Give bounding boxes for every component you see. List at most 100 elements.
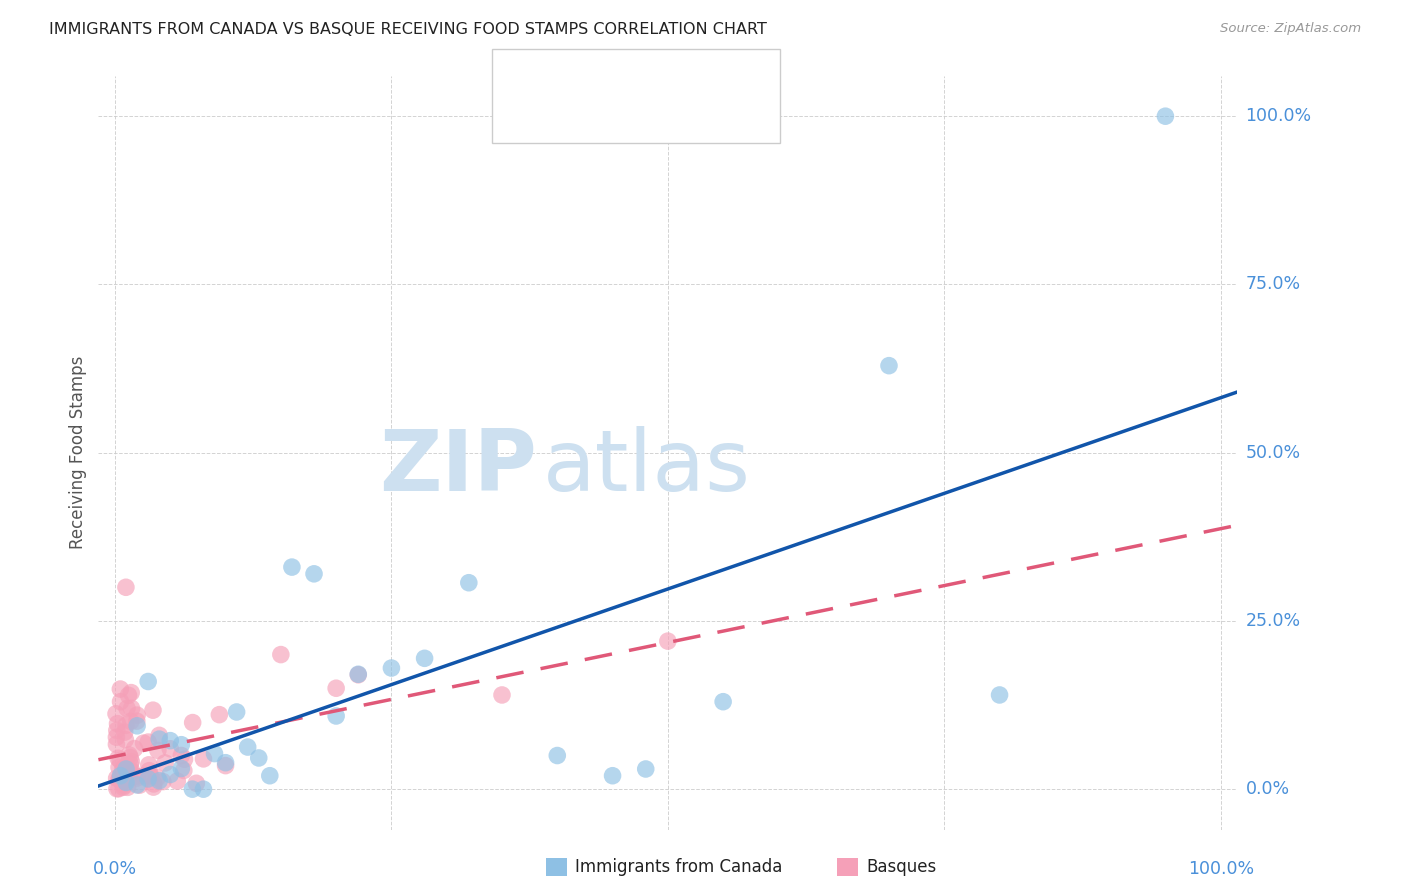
FancyBboxPatch shape	[517, 103, 540, 126]
Point	[136, 674, 159, 689]
Point	[325, 681, 347, 696]
Point	[347, 667, 370, 681]
FancyBboxPatch shape	[546, 858, 568, 876]
Point	[181, 782, 204, 797]
Point	[325, 709, 347, 723]
Point	[142, 777, 165, 791]
Text: 75.0%: 75.0%	[1246, 276, 1301, 293]
Point	[105, 771, 128, 785]
Point	[142, 780, 165, 794]
Point	[148, 732, 170, 747]
Point	[148, 728, 170, 742]
Point	[114, 760, 136, 774]
Point	[108, 772, 131, 786]
Point	[127, 719, 149, 733]
Point	[105, 723, 128, 738]
Point	[186, 776, 208, 790]
Point	[105, 706, 128, 721]
Point	[108, 754, 131, 768]
Point	[115, 762, 138, 776]
Point	[634, 762, 657, 776]
Point	[166, 774, 188, 789]
Point	[148, 773, 170, 788]
Point	[128, 778, 150, 792]
Point	[413, 651, 436, 665]
Text: ZIP: ZIP	[380, 426, 537, 509]
Text: N = 75: N = 75	[672, 105, 740, 123]
Point	[1154, 109, 1177, 123]
Point	[112, 773, 135, 788]
Point	[125, 771, 148, 785]
Text: Immigrants from Canada: Immigrants from Canada	[575, 858, 782, 876]
Point	[105, 781, 128, 796]
Point	[136, 772, 159, 786]
Point	[711, 695, 734, 709]
Text: 50.0%: 50.0%	[1246, 443, 1301, 462]
Point	[281, 560, 304, 574]
Point	[115, 580, 138, 594]
Point	[988, 688, 1011, 702]
Point	[170, 748, 193, 763]
Point	[108, 781, 131, 796]
Point	[225, 705, 247, 719]
Point	[127, 708, 149, 723]
Text: Source: ZipAtlas.com: Source: ZipAtlas.com	[1220, 22, 1361, 36]
Point	[120, 757, 142, 772]
Point	[125, 714, 148, 728]
Point	[120, 755, 142, 769]
Point	[115, 718, 138, 732]
Y-axis label: Receiving Food Stamps: Receiving Food Stamps	[69, 356, 87, 549]
Point	[118, 747, 141, 762]
Point	[120, 750, 142, 764]
Point	[121, 701, 143, 715]
Point	[112, 772, 135, 786]
Text: atlas: atlas	[543, 426, 751, 509]
Point	[105, 737, 128, 751]
Point	[208, 707, 231, 722]
Point	[657, 634, 679, 648]
Point	[114, 725, 136, 739]
Point	[153, 756, 176, 770]
Point	[127, 778, 149, 792]
Point	[302, 566, 325, 581]
Point	[112, 779, 135, 793]
Point	[380, 661, 402, 675]
Point	[159, 741, 181, 756]
Point	[347, 667, 370, 681]
Point	[138, 757, 160, 772]
Point	[193, 752, 215, 766]
FancyBboxPatch shape	[837, 858, 859, 876]
Point	[114, 772, 136, 787]
Point	[181, 715, 204, 730]
Text: N = 35: N = 35	[672, 69, 740, 87]
Point	[270, 648, 292, 662]
Point	[546, 748, 568, 763]
Point	[602, 769, 624, 783]
Point	[108, 760, 131, 774]
Point	[214, 758, 236, 772]
Text: R = 0.813: R = 0.813	[553, 69, 643, 87]
Point	[159, 733, 181, 747]
Point	[173, 752, 195, 766]
Point	[142, 703, 165, 717]
Point	[173, 764, 195, 778]
Point	[120, 685, 142, 699]
Point	[214, 756, 236, 770]
Point	[132, 769, 155, 783]
Point	[117, 688, 139, 702]
Point	[120, 764, 142, 779]
Text: 100.0%: 100.0%	[1246, 107, 1312, 125]
Point	[117, 772, 139, 786]
Text: 0.0%: 0.0%	[1246, 780, 1289, 798]
Point	[236, 740, 259, 755]
Point	[170, 738, 193, 752]
Text: 25.0%: 25.0%	[1246, 612, 1301, 630]
Point	[110, 769, 132, 783]
Text: IMMIGRANTS FROM CANADA VS BASQUE RECEIVING FOOD STAMPS CORRELATION CHART: IMMIGRANTS FROM CANADA VS BASQUE RECEIVI…	[49, 22, 768, 37]
Point	[146, 743, 169, 757]
Point	[107, 751, 129, 765]
Point	[110, 681, 132, 696]
Point	[107, 716, 129, 731]
Point	[105, 730, 128, 744]
Point	[457, 575, 479, 590]
